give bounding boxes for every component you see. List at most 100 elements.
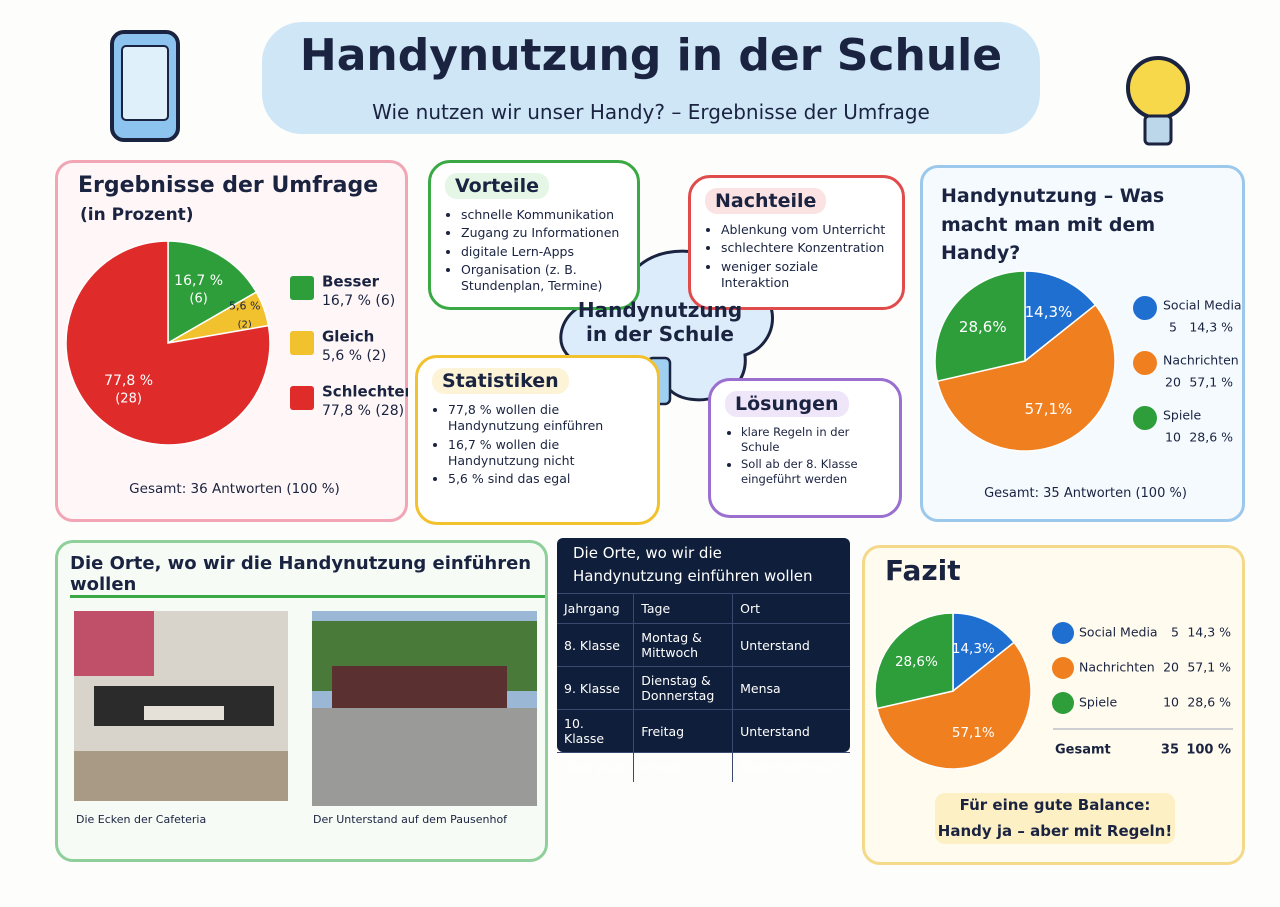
legend-swatch bbox=[290, 331, 314, 355]
balance-line: Handy ja – aber mit Regeln! bbox=[937, 821, 1173, 840]
legend-percent: 28,6 % bbox=[1189, 430, 1233, 445]
legend-swatch bbox=[290, 276, 314, 300]
list-item: Soll ab der 8. Klasse eingeführt werden bbox=[741, 457, 885, 487]
legend-count: 20 bbox=[1163, 660, 1179, 675]
fazit-title: Fazit bbox=[885, 554, 961, 587]
balance-line: Für eine gute Balance: bbox=[959, 796, 1151, 814]
legend-name: Gleich bbox=[322, 328, 374, 346]
legend-name: Spiele bbox=[1079, 695, 1118, 710]
survey-panel: Ergebnisse der Umfrage (in Prozent) 16,7… bbox=[55, 160, 408, 522]
table-cell: Unterstand bbox=[732, 623, 850, 667]
pie-label: 14,3% bbox=[952, 641, 995, 657]
photo-table bbox=[144, 706, 224, 720]
legend-dot bbox=[1133, 351, 1157, 375]
total-label: Gesamt bbox=[1055, 743, 1111, 758]
table-row: 9. Klasse Dienstag & Donnerstag Mensa bbox=[557, 666, 850, 710]
phone-screen bbox=[121, 45, 169, 121]
survey-title: Ergebnisse der Umfrage bbox=[78, 173, 379, 198]
table-cell: 10. Klasse bbox=[557, 709, 635, 753]
legend-count: 10 bbox=[1163, 695, 1179, 710]
header-cell: Jahrgang bbox=[557, 593, 635, 624]
total-percent: 100 % bbox=[1186, 743, 1231, 758]
pie-label: 28,6% bbox=[959, 318, 1007, 336]
legend-count: 10 bbox=[1165, 430, 1181, 445]
list-item: Zugang zu Informationen bbox=[461, 225, 623, 241]
pie-label: 16,7 % bbox=[174, 273, 223, 289]
fazit-pie: 14,3% 57,1% 28,6% Social Media 5 14,3 % Nachri… bbox=[874, 612, 1233, 770]
photos bbox=[74, 611, 537, 806]
list-item: weniger soziale Interaktion bbox=[721, 259, 888, 292]
places-title: Die Orte, wo wir die Handynutzung einfüh… bbox=[70, 553, 545, 598]
table-cell: Freitag bbox=[633, 709, 734, 753]
nachteile-title: Nachteile bbox=[705, 188, 827, 214]
usage-pie: 14,3% 57,1% 28,6% Social Media 5 14,3 % Nachri… bbox=[934, 270, 1242, 452]
pie-slice bbox=[876, 641, 1032, 770]
header-band bbox=[262, 22, 1040, 134]
pie-label: 77,8 % bbox=[104, 373, 153, 389]
center-text: Handynutzung in der Schule bbox=[565, 298, 755, 346]
list-item: schnelle Kommunikation bbox=[461, 207, 623, 223]
table-cell: Mensa bbox=[732, 666, 850, 710]
statistiken-box: Statistiken 77,8 % wollen die Handynutzun… bbox=[415, 355, 660, 525]
bulb-icon bbox=[1126, 56, 1190, 120]
legend-name: Nachrichten bbox=[1163, 353, 1239, 368]
table-cell: Dienstag & Donnerstag bbox=[633, 666, 734, 710]
table-cell: Oberstufenraum bbox=[732, 752, 850, 782]
survey-subtitle: (in Prozent) bbox=[80, 205, 194, 225]
list-item: Ablenkung vom Unterricht bbox=[721, 222, 888, 238]
table: Jahrgang Tage Ort 8. Klasse Montag & Mittwoc… bbox=[557, 593, 850, 782]
center-line: Handynutzung bbox=[577, 298, 743, 322]
pie-slice bbox=[934, 270, 1026, 383]
pie-label: 14,3% bbox=[1025, 303, 1073, 321]
legend-percent: 28,6 % bbox=[1187, 695, 1231, 710]
nachteile-box: Nachteile Ablenkung vom Unterricht schlech… bbox=[688, 175, 905, 310]
legend-percent: 14,3 % bbox=[1189, 320, 1233, 335]
pie-slice bbox=[65, 240, 271, 446]
pie-count: (6) bbox=[189, 292, 207, 307]
usage-panel: Handynutzung – Was macht man mit dem Han… bbox=[920, 165, 1245, 522]
statistiken-title: Statistiken bbox=[432, 368, 569, 394]
legend-percent: 57,1 % bbox=[1189, 375, 1233, 390]
loesungen-title: Lösungen bbox=[725, 391, 849, 417]
table-title: Die Orte, wo wir die Handynutzung einfüh… bbox=[573, 544, 813, 585]
legend-dot bbox=[1052, 657, 1074, 679]
list-item: 16,7 % wollen die Handynutzung nicht bbox=[448, 437, 618, 470]
usage-title: Handynutzung – Was macht man mit dem Han… bbox=[941, 185, 1165, 264]
legend-name: Social Media bbox=[1079, 625, 1158, 640]
photo-floor bbox=[74, 751, 288, 801]
balance: Für eine gute Balance: Handy ja – aber mi… bbox=[935, 793, 1175, 844]
vorteile-title: Vorteile bbox=[445, 173, 549, 199]
pie-count: (28) bbox=[115, 391, 142, 406]
subtitle: Wie nutzen wir unser Handy? – Ergebnisse… bbox=[372, 100, 930, 124]
legend-count: 5 bbox=[1169, 320, 1177, 335]
table-row: 10. Klasse Freitag Unterstand bbox=[557, 709, 850, 753]
pie-label: 57,1% bbox=[952, 725, 995, 741]
pie-slice bbox=[1024, 270, 1097, 363]
legend-name: Schlechter bbox=[322, 383, 408, 401]
vorteile-box: Vorteile schnelle Kommunikation Zugang zu … bbox=[428, 160, 640, 310]
legend-percent: 14,3 % bbox=[1187, 625, 1231, 640]
legend-name: Social Media bbox=[1163, 298, 1242, 313]
table-cell: Unterstand bbox=[732, 709, 850, 753]
photo-shelter bbox=[332, 666, 507, 708]
pie-label: 28,6% bbox=[895, 654, 938, 670]
loesungen-box: Lösungen klare Regeln in der SchuleSoll a… bbox=[708, 378, 902, 518]
table-panel: Die Orte, wo wir die Handynutzung einfüh… bbox=[557, 538, 850, 782]
legend-value: 5,6 % (2) bbox=[322, 348, 386, 364]
photo-mural bbox=[74, 611, 154, 676]
legend-dot bbox=[1052, 622, 1074, 644]
table-cell: 9. Klasse bbox=[557, 666, 635, 710]
legend-value: 77,8 % (28) bbox=[322, 403, 404, 419]
caption: Der Unterstand auf dem Pausenhof bbox=[313, 813, 508, 826]
bulb-base bbox=[1143, 114, 1173, 146]
list-item: 5,6 % sind das egal bbox=[448, 471, 618, 487]
table-cell: Oberstufe bbox=[557, 752, 635, 782]
survey-total: Gesamt: 36 Antworten (100 %) bbox=[129, 481, 340, 497]
pie-slice bbox=[167, 240, 258, 345]
fazit-panel: Fazit 14,3% 57,1% 28,6% Social Media 5 14,3 %… bbox=[862, 545, 1245, 865]
pie-slice bbox=[874, 612, 954, 710]
legend-name: Spiele bbox=[1163, 408, 1202, 423]
legend-dot bbox=[1133, 406, 1157, 430]
legend-dot bbox=[1133, 296, 1157, 320]
